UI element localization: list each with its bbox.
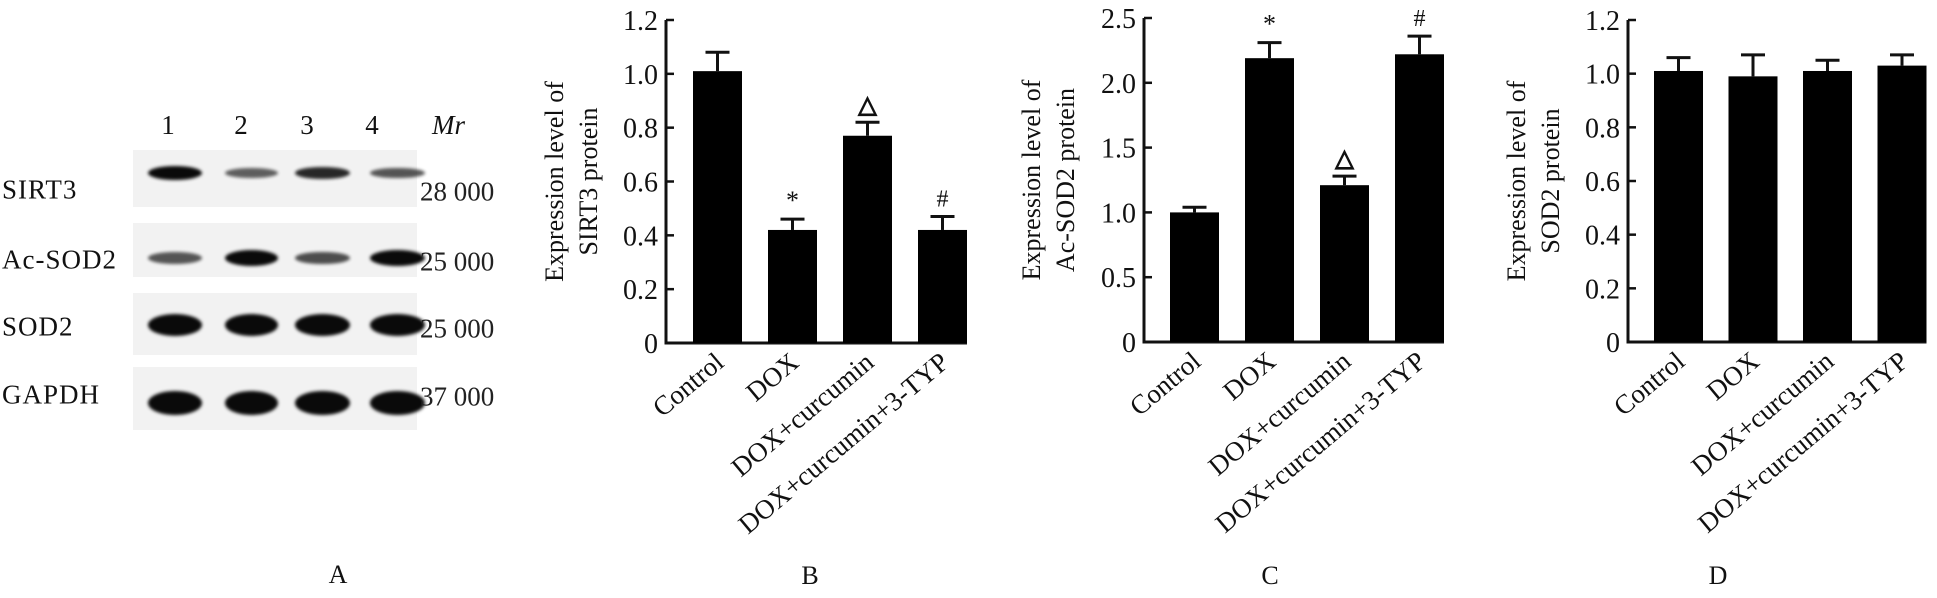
bar	[1245, 58, 1294, 343]
y-tick-label: 0.8	[1585, 113, 1620, 144]
blot-band	[370, 314, 425, 336]
blot-band	[148, 314, 202, 336]
bar	[1170, 212, 1219, 342]
x-tick-label: Control	[647, 347, 729, 423]
x-tick-label: DOX	[1701, 345, 1765, 406]
molecular-weight: 25 000	[420, 313, 495, 344]
mr-header: Mr	[432, 110, 465, 140]
y-axis-title: SOD2 protein	[1536, 108, 1565, 253]
blot-strip-gapdh	[133, 367, 425, 430]
bar	[693, 71, 742, 344]
y-tick-label: 1.0	[623, 60, 658, 91]
blot-band	[370, 250, 425, 266]
y-tick-label: 2.0	[1101, 69, 1136, 100]
y-tick-label: 0.6	[623, 168, 658, 199]
y-tick-label: 0	[1606, 328, 1620, 359]
significance-marker: △	[1335, 146, 1354, 172]
blot-band	[148, 166, 202, 180]
y-tick-label: 1.0	[1585, 60, 1620, 91]
molecular-weight: 28 000	[420, 176, 495, 207]
x-tick-label: Control	[1124, 346, 1206, 422]
y-tick-label: 1.2	[623, 6, 658, 37]
y-tick-label: 1.5	[1101, 134, 1136, 165]
significance-marker: △	[858, 92, 877, 118]
bar	[1877, 65, 1927, 342]
panel-letter: D	[1709, 561, 1728, 590]
y-tick-label: 0.2	[1585, 274, 1620, 305]
blot-band	[370, 167, 425, 179]
blot-band	[295, 391, 350, 415]
blot-band	[148, 391, 202, 415]
blot-band	[295, 314, 350, 336]
panel-letter: C	[1261, 561, 1278, 590]
blot-band	[225, 391, 278, 415]
y-axis-title: Expression level of	[540, 81, 569, 282]
y-tick-label: 0.4	[1585, 221, 1620, 252]
blot-band	[295, 166, 350, 180]
y-tick-label: 0.4	[623, 221, 658, 252]
blot-row-label: GAPDH	[2, 379, 101, 410]
lane-number: 1	[161, 110, 175, 140]
lane-number: 4	[365, 110, 379, 140]
significance-marker: #	[937, 186, 949, 212]
x-tick-label: DOX	[1217, 345, 1281, 406]
bar	[843, 135, 892, 343]
y-axis-title: Expression level of	[1017, 79, 1046, 280]
bar	[1320, 185, 1369, 342]
y-tick-label: 0.6	[1585, 167, 1620, 198]
y-tick-label: 2.5	[1101, 4, 1136, 35]
bar	[768, 229, 817, 343]
y-axis-title: Ac-SOD2 protein	[1051, 88, 1080, 272]
y-tick-label: 0.8	[623, 114, 658, 145]
bar	[1728, 76, 1778, 342]
molecular-weight: 25 000	[420, 246, 495, 277]
bar	[918, 229, 967, 343]
panel-letter-a: A	[328, 560, 348, 589]
blot-band	[225, 250, 278, 266]
blot-band	[295, 251, 350, 265]
lane-number: 2	[234, 110, 248, 140]
y-axis-title: SIRT3 protein	[574, 108, 603, 256]
x-tick-label: Control	[1608, 346, 1690, 422]
blot-band	[225, 167, 278, 179]
y-tick-label: 0	[644, 329, 658, 360]
significance-marker: #	[1414, 6, 1426, 32]
blot-row-label: Ac-SOD2	[2, 244, 117, 275]
blot-band	[225, 314, 278, 336]
lane-number: 3	[300, 110, 314, 140]
y-tick-label: 0.5	[1101, 263, 1136, 294]
y-tick-label: 0	[1122, 328, 1136, 359]
bar	[1803, 70, 1852, 342]
blot-row-label: SIRT3	[2, 174, 78, 205]
blot-strip-ac-sod2	[133, 223, 425, 277]
significance-marker: *	[786, 186, 799, 215]
blot-band	[370, 391, 425, 415]
y-axis-title: Expression level of	[1502, 80, 1531, 281]
significance-marker: *	[1263, 10, 1276, 39]
y-tick-label: 1.0	[1101, 198, 1136, 229]
panel-letter: B	[801, 561, 818, 590]
bar	[1395, 54, 1444, 343]
blot-strip-sod2	[133, 293, 425, 355]
blot-row-label: SOD2	[2, 311, 74, 342]
x-tick-label: DOX	[740, 346, 804, 407]
bar	[1654, 70, 1703, 342]
blot-band	[148, 251, 202, 265]
blot-strip-sirt3	[133, 150, 425, 207]
molecular-weight: 37 000	[420, 381, 495, 412]
y-tick-label: 0.2	[623, 275, 658, 306]
y-tick-label: 1.2	[1585, 6, 1620, 37]
